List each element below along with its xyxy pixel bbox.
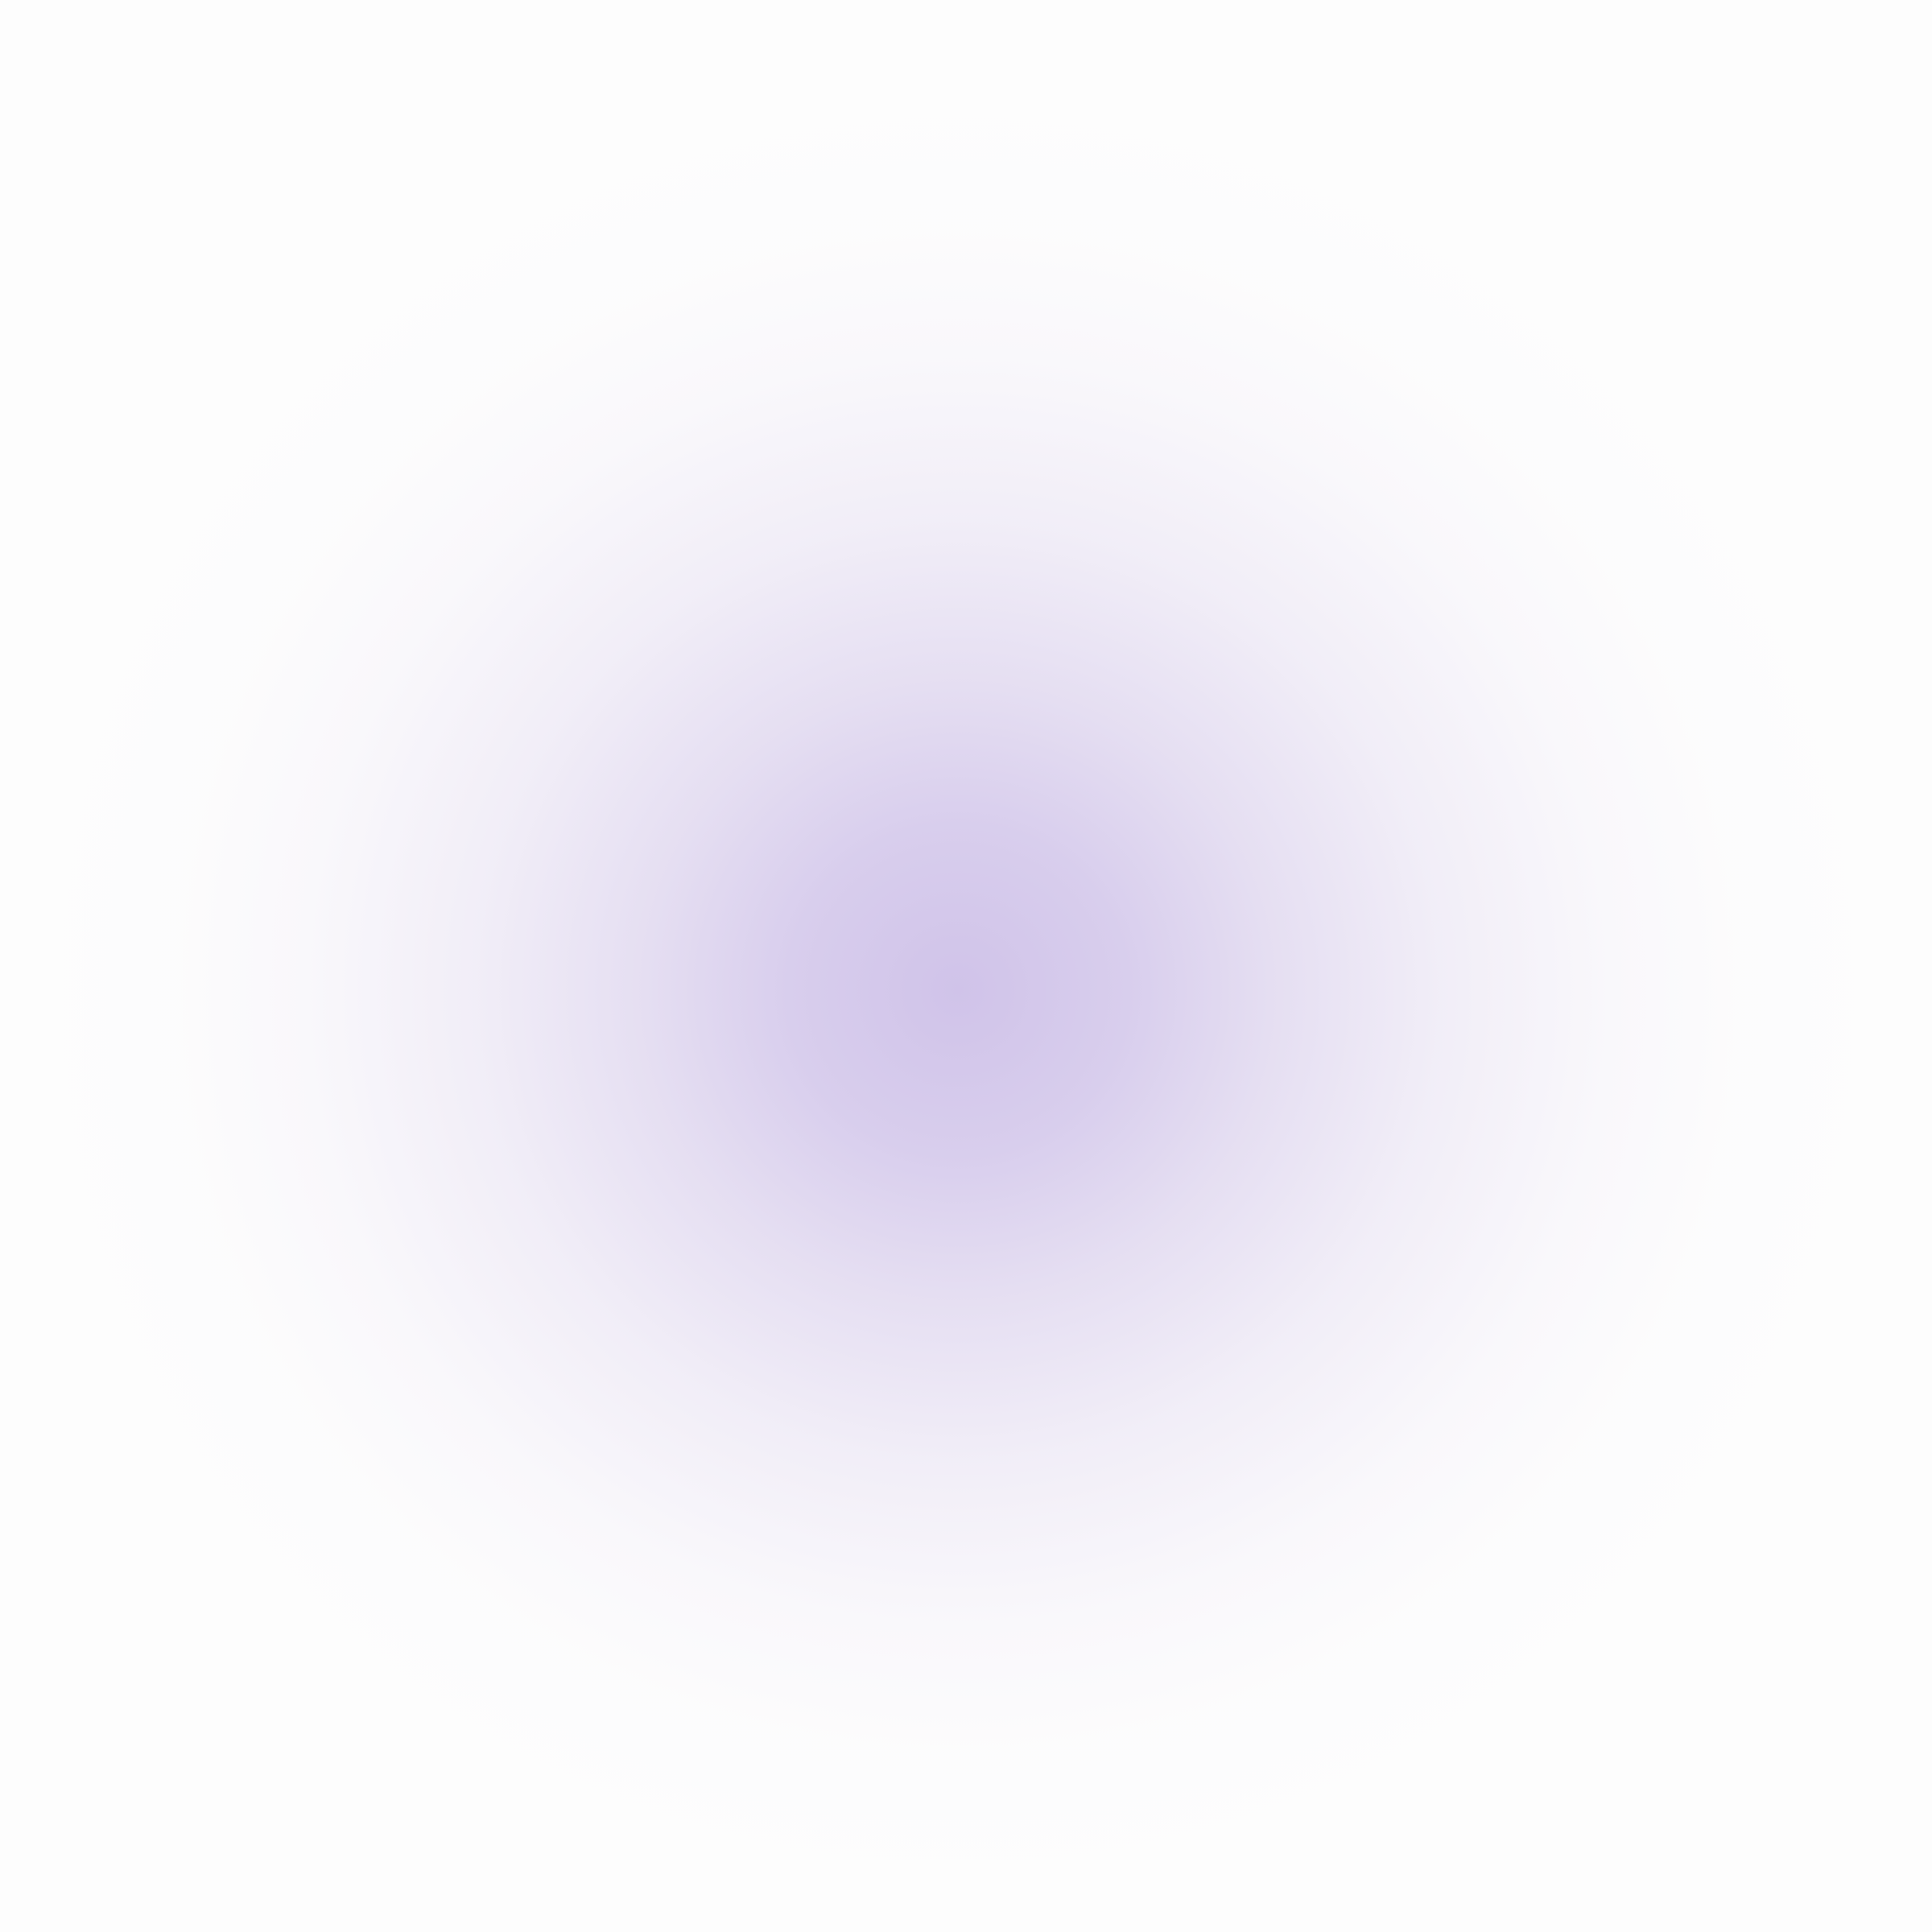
lavender-radial-glow (0, 0, 1932, 1932)
canvas-background (0, 0, 1932, 1932)
